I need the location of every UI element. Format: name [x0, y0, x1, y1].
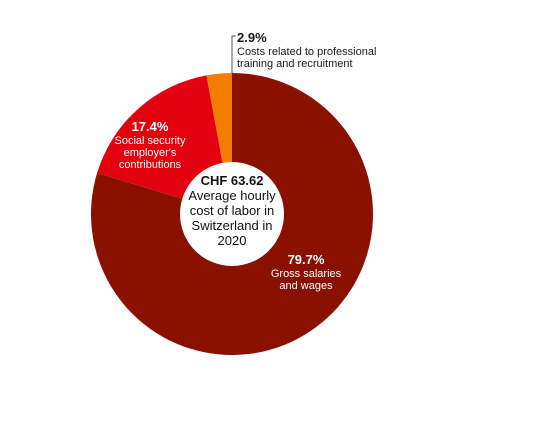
- slice-pct-training-recruitment: 2.9%: [237, 30, 267, 45]
- center-line-3: Switzerland in: [192, 218, 273, 233]
- slice-pct-social-security: 17.4%: [132, 119, 169, 134]
- leader-line: [231, 35, 236, 73]
- slice-label-social-security-line-1: Social security: [115, 135, 186, 147]
- slice-label-training-recruitment: 2.9% Costs related to professional train…: [237, 30, 376, 70]
- center-line-2: cost of labor in: [190, 203, 275, 218]
- slice-pct-gross-salaries: 79.7%: [288, 252, 325, 267]
- slice-label-social-security-line-3: contributions: [119, 159, 182, 171]
- slice-label-gross-salaries-line-1: Gross salaries: [271, 268, 342, 280]
- slice-label-gross-salaries-line-2: and wages: [279, 280, 333, 292]
- center-line-1: Average hourly: [188, 188, 276, 203]
- donut-hole: [180, 162, 284, 266]
- slice-label-gross-salaries: 79.7% Gross salaries and wages: [271, 252, 342, 292]
- center-value: CHF 63.62: [201, 173, 264, 188]
- center-label: CHF 63.62 Average hourly cost of labor i…: [188, 173, 276, 248]
- slice-label-training-recruitment-line-2: training and recruitment: [237, 58, 353, 70]
- slice-label-social-security-line-2: employer's: [124, 147, 177, 159]
- slice-label-training-recruitment-line-1: Costs related to professional: [237, 46, 376, 58]
- center-line-4: 2020: [218, 233, 247, 248]
- slice-label-social-security: 17.4% Social security employer's contrib…: [115, 119, 186, 171]
